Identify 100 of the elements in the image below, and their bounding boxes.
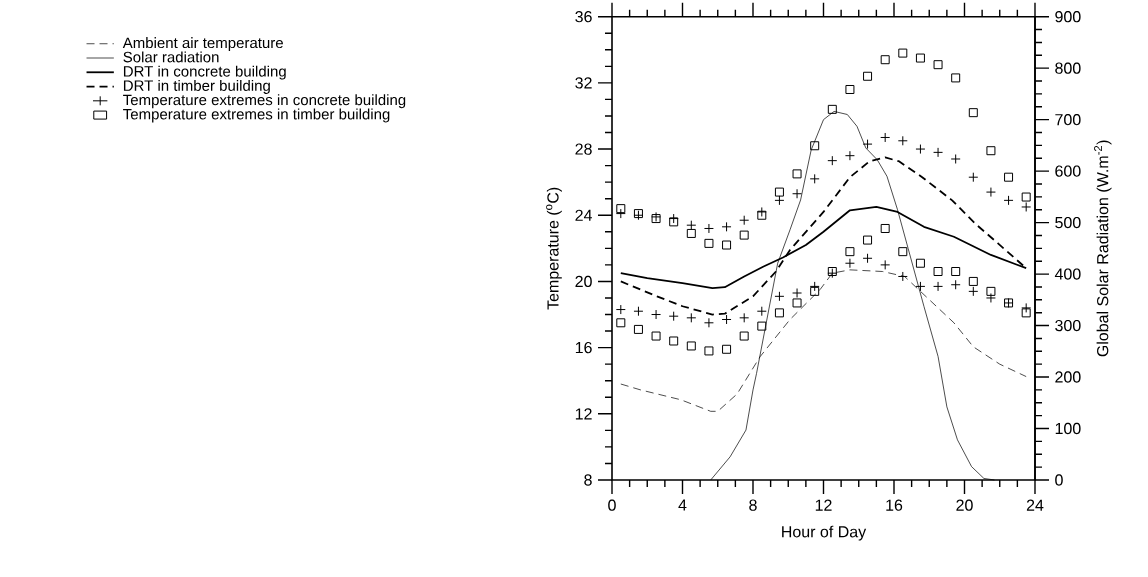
point bbox=[898, 247, 908, 257]
y2-tick-label: 300 bbox=[1055, 319, 1081, 332]
legend-label: Temperature extremes in concrete building bbox=[123, 94, 406, 109]
y2-tick-label: 500 bbox=[1055, 216, 1081, 229]
y-tick-label: 20 bbox=[575, 275, 592, 288]
point bbox=[774, 187, 784, 197]
point bbox=[757, 321, 767, 331]
y2-tick-label: 600 bbox=[1055, 165, 1081, 177]
point bbox=[862, 253, 873, 264]
point bbox=[669, 217, 679, 227]
point bbox=[686, 341, 696, 351]
point bbox=[739, 312, 750, 323]
x-tick-label: 12 bbox=[815, 499, 832, 511]
y-tick-label: 16 bbox=[575, 341, 592, 354]
point bbox=[774, 291, 785, 302]
point bbox=[721, 221, 732, 232]
point bbox=[880, 132, 891, 143]
point bbox=[950, 279, 961, 290]
point bbox=[739, 215, 750, 226]
point bbox=[985, 187, 996, 198]
point bbox=[1021, 192, 1031, 202]
point bbox=[862, 139, 873, 150]
x-tick-label: 24 bbox=[1026, 499, 1044, 511]
legend-label: DRT in concrete building bbox=[123, 65, 286, 80]
point bbox=[774, 308, 784, 318]
y-tick-label: 8 bbox=[584, 474, 592, 486]
point bbox=[686, 220, 697, 231]
point bbox=[951, 73, 961, 83]
point bbox=[863, 235, 873, 245]
point bbox=[986, 146, 996, 156]
point bbox=[756, 306, 767, 317]
legend-label: DRT in timber building bbox=[123, 79, 270, 94]
x-tick-label: 20 bbox=[956, 499, 973, 511]
point bbox=[1021, 302, 1032, 313]
point bbox=[827, 104, 837, 114]
point bbox=[792, 288, 803, 299]
point bbox=[616, 318, 626, 328]
point bbox=[844, 258, 855, 269]
point bbox=[863, 71, 873, 81]
point bbox=[915, 258, 925, 268]
y2-axis-title: Global Solar Radiation (W.m$^{-2}$) bbox=[1094, 140, 1112, 357]
point bbox=[704, 346, 714, 356]
point bbox=[810, 141, 820, 151]
point bbox=[739, 230, 749, 240]
legend-label: Solar radiation bbox=[123, 51, 219, 63]
point bbox=[722, 240, 732, 250]
point bbox=[721, 314, 732, 325]
y-tick-label: 36 bbox=[575, 11, 592, 23]
point bbox=[704, 238, 714, 248]
point bbox=[792, 298, 802, 308]
x-tick-label: 4 bbox=[678, 499, 687, 511]
point bbox=[915, 144, 926, 155]
point bbox=[951, 267, 961, 276]
point bbox=[703, 223, 714, 234]
point bbox=[968, 172, 979, 183]
point bbox=[774, 195, 785, 206]
x-tick-label: 8 bbox=[749, 499, 757, 511]
point bbox=[722, 344, 732, 354]
point bbox=[950, 153, 961, 164]
point bbox=[809, 173, 820, 184]
point bbox=[880, 259, 891, 270]
point bbox=[880, 55, 890, 65]
point bbox=[739, 331, 749, 341]
y-axis-title: Temperature ($^{o}$C) bbox=[546, 187, 562, 310]
point bbox=[880, 223, 890, 233]
point bbox=[1004, 172, 1014, 182]
point bbox=[845, 247, 855, 257]
point bbox=[898, 48, 908, 58]
legend-label: Ambient air temperature bbox=[122, 37, 283, 52]
point bbox=[651, 331, 661, 341]
point bbox=[633, 306, 644, 317]
y2-tick-label: 200 bbox=[1055, 371, 1081, 383]
y-tick-label: 32 bbox=[575, 77, 592, 89]
y-tick-label: 28 bbox=[575, 143, 592, 155]
point bbox=[1021, 308, 1031, 318]
point bbox=[792, 169, 802, 179]
point bbox=[968, 108, 978, 118]
point bbox=[633, 324, 643, 334]
point bbox=[686, 228, 696, 238]
y2-tick-label: 700 bbox=[1055, 113, 1081, 126]
point bbox=[933, 147, 944, 158]
point bbox=[897, 271, 908, 282]
point bbox=[1021, 201, 1032, 212]
point bbox=[897, 135, 908, 146]
y2-tick-label: 900 bbox=[1055, 11, 1081, 23]
x-axis-title: Hour of Day bbox=[782, 525, 867, 541]
y-tick-label: 12 bbox=[575, 408, 592, 420]
point bbox=[933, 267, 943, 276]
point bbox=[686, 312, 697, 323]
point bbox=[668, 311, 679, 322]
point bbox=[845, 84, 855, 94]
y-tick-label: 24 bbox=[575, 209, 592, 221]
point bbox=[844, 150, 855, 161]
y2-tick-label: 100 bbox=[1055, 422, 1081, 435]
point bbox=[968, 286, 979, 297]
point bbox=[827, 155, 838, 166]
point bbox=[933, 60, 943, 70]
x-tick-label: 16 bbox=[886, 499, 903, 511]
point bbox=[968, 276, 978, 286]
point bbox=[915, 53, 925, 63]
